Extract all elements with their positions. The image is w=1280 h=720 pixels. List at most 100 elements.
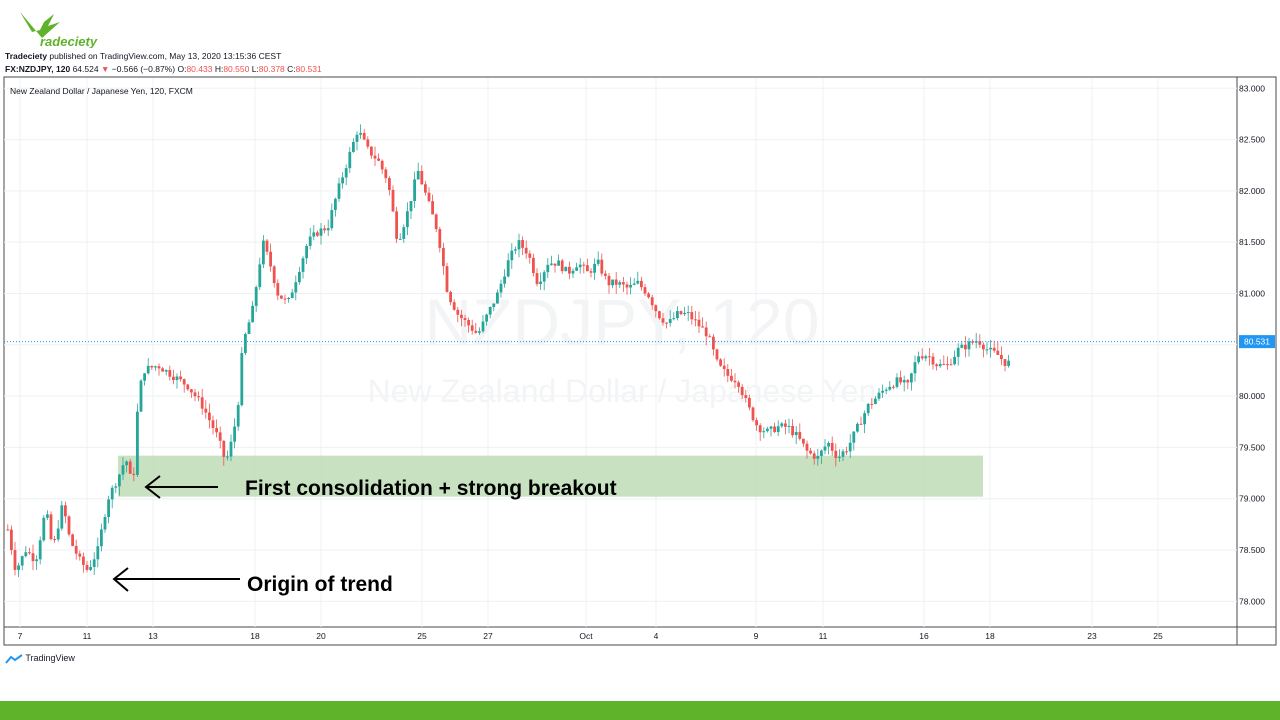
candle-body: [524, 247, 528, 254]
candle-body: [942, 364, 946, 366]
candle-body: [676, 311, 679, 319]
time-tick-label: 18: [250, 631, 260, 641]
last-price-label: 80.531: [1244, 337, 1270, 347]
candle-body: [787, 425, 791, 427]
candle-body: [708, 336, 712, 338]
tradingview-mark[interactable]: TradingView: [5, 653, 75, 664]
candle-body: [431, 201, 434, 215]
candle-body: [82, 556, 85, 565]
candle-body: [46, 514, 49, 518]
candle-body: [427, 192, 431, 202]
grid-lines: [4, 78, 1237, 627]
candle-body: [71, 534, 74, 546]
price-chart[interactable]: NZDJPY, 120 New Zealand Dollar / Japanes…: [0, 0, 1280, 700]
candle-body: [748, 397, 751, 408]
candle-body: [528, 253, 532, 258]
time-tick-label: 13: [148, 631, 158, 641]
candle-body: [928, 356, 931, 358]
candle-body: [103, 517, 107, 530]
candle-body: [521, 240, 524, 248]
candle-body: [215, 427, 218, 433]
candle-body: [913, 362, 917, 374]
candle-body: [838, 456, 841, 458]
candle-body: [629, 284, 632, 288]
candle-body: [247, 322, 251, 335]
price-tick-label: 80.000: [1239, 391, 1265, 401]
candle-body: [283, 298, 287, 300]
candle-body: [992, 347, 996, 351]
candle-body: [895, 377, 899, 387]
candle-body: [683, 312, 686, 315]
candle-body: [470, 325, 474, 331]
time-tick-label: 9: [754, 631, 759, 641]
time-tick-label: 20: [316, 631, 326, 641]
consolidation-zone: [118, 455, 983, 497]
candle-body: [697, 319, 701, 327]
change-value: −0.566 (−0.87%): [111, 64, 176, 74]
publisher-name[interactable]: Tradeciety: [5, 51, 48, 61]
candle-body: [841, 451, 845, 457]
tradingview-label: TradingView: [25, 653, 75, 663]
candle-body: [874, 398, 877, 404]
candle-body: [208, 412, 211, 421]
candle-body: [726, 369, 730, 376]
candle-body: [121, 465, 125, 475]
candle-body: [892, 386, 895, 388]
candle-body: [143, 373, 146, 381]
candle-body: [38, 540, 42, 560]
chart-watermark: NZDJPY, 120 New Zealand Dollar / Japanes…: [368, 285, 877, 409]
candle-body: [107, 499, 110, 518]
candle-body: [294, 282, 298, 293]
candle-body: [449, 291, 452, 303]
candle-body: [884, 389, 888, 391]
candle-body: [10, 529, 13, 551]
time-tick-label: 18: [985, 631, 995, 641]
candle-body: [139, 380, 143, 412]
candle-body: [719, 359, 722, 366]
candle-body: [665, 322, 668, 324]
price-tick-label: 78.000: [1239, 596, 1265, 606]
candle-body: [60, 505, 64, 529]
candle-body: [406, 211, 409, 228]
candle-body: [604, 273, 607, 276]
candle-body: [488, 306, 492, 315]
candle-body: [24, 552, 28, 557]
candle-body: [668, 319, 672, 323]
candle-body: [409, 200, 413, 212]
candle-body: [812, 453, 816, 459]
origin-arrow: [112, 567, 240, 592]
candle-body: [503, 276, 506, 284]
candle-body: [474, 330, 478, 333]
candle-body: [640, 280, 643, 288]
candle-body: [949, 364, 953, 366]
candle-body: [1003, 359, 1007, 366]
candle-body: [776, 426, 780, 433]
candle-body: [366, 139, 370, 147]
candle-body: [956, 347, 960, 357]
candle-body: [546, 264, 550, 273]
open-value: 80.433: [186, 64, 213, 74]
candle-body: [240, 353, 244, 406]
svg-text:radeciety: radeciety: [40, 34, 98, 48]
candle-body: [20, 556, 24, 566]
candle-body: [28, 552, 31, 554]
candle-body: [809, 450, 812, 454]
candle-body: [978, 341, 982, 345]
candle-body: [13, 550, 17, 570]
candle-body: [186, 384, 190, 390]
candle-body: [265, 240, 269, 252]
candle-body: [571, 270, 575, 274]
candle-body: [114, 486, 118, 488]
candle-body: [244, 334, 247, 354]
candle-body: [64, 505, 67, 517]
candle-body: [413, 179, 416, 201]
high-label: H:: [214, 64, 224, 74]
candle-body: [964, 344, 967, 350]
candle-body: [557, 260, 560, 266]
candle-body: [463, 318, 467, 320]
time-tick-label: 11: [83, 631, 92, 641]
candle-body: [690, 312, 694, 320]
candle-body: [938, 364, 942, 367]
candle-body: [373, 155, 377, 159]
candle-body: [85, 564, 89, 570]
